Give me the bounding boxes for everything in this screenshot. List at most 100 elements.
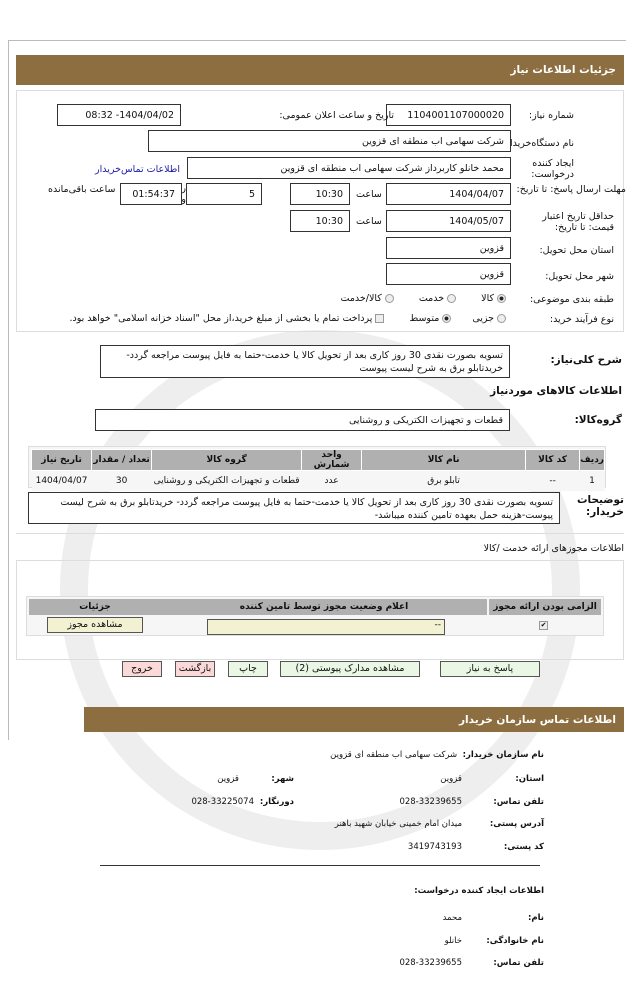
deadline-label: مهلت ارسال پاسخ: تا تاریخ: xyxy=(516,184,626,195)
view-permit-button[interactable]: مشاهده مجوز xyxy=(47,617,143,633)
treasury-checkbox[interactable] xyxy=(375,314,385,323)
need-number-field: 1104001107000020 xyxy=(386,104,511,126)
col-status: اعلام وضعیت مجوز توسط تامین کننده xyxy=(161,599,487,615)
permit-status-field: -- xyxy=(207,619,445,635)
time-label: ساعت xyxy=(356,189,382,200)
announce-field: 1404/04/02- 08:32 xyxy=(57,104,181,126)
category-radio-group: کالا خدمت کالا/خدمت xyxy=(341,293,510,304)
buyer-org-label: نام دستگاه‌خریدار: xyxy=(502,138,574,149)
postal-label: کد پستی: xyxy=(503,842,544,852)
phone-label: تلفن تماس: xyxy=(493,797,544,807)
permit-required-checkbox[interactable]: ✔ xyxy=(539,621,548,630)
col-row: ردیف xyxy=(579,449,605,471)
city-field: قزوین xyxy=(386,263,511,285)
postal-value: 3419743193 xyxy=(407,842,462,852)
city-label: شهر محل تحویل: xyxy=(545,271,614,282)
radio-goods-service[interactable] xyxy=(384,294,394,303)
permits-panel xyxy=(16,560,624,660)
creator-phone-value: 028-33239655 xyxy=(399,958,462,968)
creator-title: اطلاعات ایجاد کننده درخواست: xyxy=(414,886,544,896)
radio-minor[interactable] xyxy=(497,314,506,323)
creator-field: محمد خانلو کاربرداز شرکت سهامی اب منطقه … xyxy=(187,157,511,179)
notes-field: تسویه بصورت نقدی 30 روز کاری بعد از تحوی… xyxy=(28,492,560,524)
col-name: نام کالا xyxy=(361,449,527,471)
buyer-contact-link[interactable]: اطلاعات تماس‌خریدار xyxy=(95,164,180,175)
cell-name: تابلو برق xyxy=(361,470,526,491)
contact-title: اطلاعات تماس سازمان خریدار xyxy=(459,713,616,726)
announce-label: تاریخ و ساعت اعلان عمومی: xyxy=(279,110,394,121)
need-number-label: شماره نیاز: xyxy=(528,110,574,121)
deadline-time-field: 10:30 xyxy=(290,183,350,205)
province-label: استان محل تحویل: xyxy=(539,245,614,256)
goods-group-field: قطعات و تجهیزات الکتریکی و روشنایی xyxy=(95,409,510,431)
family-label: نام خانوادگی: xyxy=(486,936,544,946)
goods-title: اطلاعات کالاهای موردنیاز xyxy=(490,385,622,397)
radio-goods[interactable] xyxy=(497,294,506,303)
radio-service[interactable] xyxy=(447,294,457,303)
page-frame xyxy=(8,40,626,740)
exit-button[interactable]: خروج xyxy=(122,661,162,677)
summary-field: تسویه بصورت نقدی 30 روز کاری بعد از تحوی… xyxy=(100,345,510,378)
city-value: قزوین xyxy=(217,774,239,784)
cell-row: 1 xyxy=(579,470,605,491)
summary-label: شرح کلی‌نیاز: xyxy=(550,354,622,366)
validity-label: حداقل تاریخ اعتبار قیمت: تا تاریخ: xyxy=(542,211,614,233)
goods-table: ردیف کد کالا نام کالا واحد شمارش گروه کا… xyxy=(30,449,605,491)
city-label: شهر: xyxy=(271,774,294,784)
col-details: جزئیات xyxy=(29,599,161,615)
address-label: آدرس پستی: xyxy=(489,819,544,829)
phone-value: 028-33239655 xyxy=(399,797,462,807)
process-label: نوع فرآیند خرید: xyxy=(549,314,614,325)
cell-group: قطعات و تجهیزات الکتریکی و روشنایی xyxy=(151,470,302,491)
contact-header: اطلاعات تماس سازمان خریدار xyxy=(84,707,624,732)
divider xyxy=(16,533,624,534)
col-qty: تعداد / مقدار xyxy=(91,449,153,471)
cell-date: 1404/04/07 xyxy=(31,470,92,491)
col-date: تاریخ نیاز xyxy=(30,449,93,471)
details-panel xyxy=(16,90,624,332)
goods-table-wrap: ردیف کد کالا نام کالا واحد شمارش گروه کا… xyxy=(28,446,606,491)
process-radio-group: جزیی متوسط پرداخت تمام یا بخشی از مبلغ خ… xyxy=(69,313,509,324)
table-row: 1 -- تابلو برق عدد قطعات و تجهیزات الکتر… xyxy=(31,470,605,491)
province-value: قزوین xyxy=(440,774,462,784)
remaining-label: ساعت باقی‌مانده xyxy=(48,184,116,195)
buyer-org-field: شرکت سهامی اب منطقه ای قزوین xyxy=(148,130,511,152)
page-header: جزئیات اطلاعات نیاز xyxy=(16,55,624,85)
creator-label: ایجاد کننده درخواست: xyxy=(531,158,574,180)
goods-group-label: گروه‌کالا: xyxy=(574,414,622,426)
divider xyxy=(100,865,540,866)
creator-phone-label: تلفن تماس: xyxy=(493,958,544,968)
col-unit: واحد شمارش xyxy=(301,449,363,471)
cell-code: -- xyxy=(525,470,580,491)
back-button[interactable]: بازگشت xyxy=(175,661,215,677)
radio-medium[interactable] xyxy=(442,314,452,323)
province-field: قزوین xyxy=(386,237,511,259)
cell-qty: 30 xyxy=(91,470,152,491)
province-label: استان: xyxy=(515,774,544,784)
fax-value: 028-33225074 xyxy=(191,797,254,807)
reply-button[interactable]: پاسخ به نیاز xyxy=(440,661,540,677)
category-label: طبقه بندی موضوعی: xyxy=(529,294,614,305)
remaining-time-field: 01:54:37 xyxy=(120,183,182,205)
days-field: 5 xyxy=(186,183,262,205)
treasury-text: پرداخت تمام یا بخشی از مبلغ خرید،از محل … xyxy=(69,313,373,324)
notes-label: توضیحات خریدار: xyxy=(576,494,624,518)
permits-table: الزامی بودن ارائه مجوز اعلام وضعیت مجوز … xyxy=(26,596,604,636)
family-value: خانلو xyxy=(444,936,462,946)
col-group: گروه کالا xyxy=(151,449,303,471)
validity-date-field: 1404/05/07 xyxy=(386,210,511,232)
col-code: کد کالا xyxy=(525,449,581,471)
validity-time-field: 10:30 xyxy=(290,210,350,232)
name-label: نام: xyxy=(527,913,544,923)
attachments-button[interactable]: مشاهده مدارک پیوستی (2) xyxy=(280,661,420,677)
contact-org-row: نام سازمان خریدار: شرکت سهامی اب منطقه ا… xyxy=(330,750,544,760)
page-title: جزئیات اطلاعات نیاز xyxy=(510,64,616,76)
time-label: ساعت xyxy=(356,216,382,227)
address-value: میدان امام خمینی خیابان شهید باهنر xyxy=(334,819,462,829)
fax-label: دورنگار: xyxy=(259,797,294,807)
cell-unit: عدد xyxy=(301,470,362,491)
col-required: الزامی بودن ارائه مجوز xyxy=(489,599,601,615)
permits-title: اطلاعات مجوزهای ارائه خدمت /کالا xyxy=(483,543,624,554)
name-value: محمد xyxy=(442,913,462,923)
print-button[interactable]: چاپ xyxy=(228,661,268,677)
